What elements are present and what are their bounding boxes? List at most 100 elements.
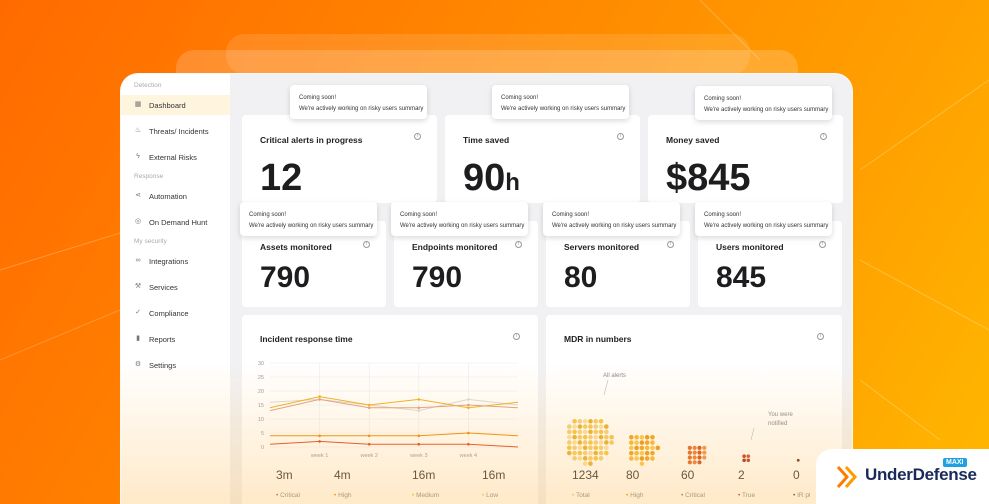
background-card-ghost (226, 34, 750, 74)
info-icon[interactable]: i (617, 133, 624, 140)
info-icon[interactable]: i (820, 133, 827, 140)
info-icon[interactable]: i (414, 133, 421, 140)
bubble-dot (593, 450, 599, 456)
tooltip-coming-soon: Coming soon! We're actively working on ri… (492, 85, 629, 119)
bubble-dot (644, 456, 650, 461)
bubble-dot (572, 429, 577, 435)
card-title: Endpoints monitored (412, 242, 498, 252)
data-point (367, 406, 371, 410)
sidebar-item-on-demand-hunt[interactable]: ◎ On Demand Hunt (121, 212, 230, 232)
bubble-dot (628, 450, 634, 456)
bubble-dot (588, 418, 593, 424)
data-point (318, 395, 321, 398)
bubble-dot (692, 460, 697, 465)
sidebar-section-response: Response (134, 173, 164, 180)
sidebar-item-integrations[interactable]: ∞ Integrations (121, 251, 230, 271)
info-icon[interactable]: i (667, 241, 674, 248)
legend-high: • High (626, 492, 644, 499)
sidebar: Detection ▦ Dashboard ♨ Threats/ Inciden… (121, 74, 230, 504)
link-icon: ∞ (135, 257, 141, 264)
tooltip-coming-soon: Coming soon! We're actively working on ri… (391, 202, 528, 236)
bubble-dot (687, 445, 692, 450)
bubble-dot (634, 450, 639, 456)
tooltip-coming-soon: Coming soon! We're actively working on ri… (290, 85, 427, 119)
bubble-dot (577, 440, 583, 445)
sidebar-item-automation[interactable]: ⋖ Automation (121, 186, 230, 206)
stat-value: 16m (412, 468, 436, 482)
info-icon[interactable]: i (819, 241, 826, 248)
legend-ir-plan: • IR pl (793, 492, 811, 499)
info-icon[interactable]: i (363, 241, 370, 248)
annotation-you-were-notified: You were notified (768, 412, 793, 427)
logo-badge: MAXI (943, 458, 967, 467)
stat-value: 3m (276, 468, 293, 482)
bubble-dot (604, 445, 609, 451)
tooltip-coming-soon: Coming soon! We're actively working on ri… (695, 202, 832, 236)
sidebar-item-label: Dashboard (149, 100, 186, 110)
legend-critical: • Critical (276, 492, 300, 499)
x-tick-label: week 2 (359, 453, 377, 459)
info-icon[interactable]: i (513, 333, 520, 340)
sidebar-item-settings[interactable]: ⚙ Settings (121, 355, 230, 375)
sidebar-item-dashboard[interactable]: ▦ Dashboard (121, 95, 230, 115)
bubble-dot (572, 424, 577, 429)
sidebar-item-threats[interactable]: ♨ Threats/ Incidents (121, 121, 230, 141)
bubble-dot (572, 434, 577, 440)
y-tick-label: 15 (258, 403, 264, 409)
bubble-dot (566, 450, 572, 456)
sidebar-item-reports[interactable]: ▮ Reports (121, 329, 230, 349)
bubble-dot (588, 429, 593, 435)
sidebar-section-detection: Detection (134, 82, 162, 89)
series-line (269, 398, 519, 412)
bubble-dot (609, 440, 614, 445)
bubble-dot (697, 460, 702, 465)
bubble-dot (593, 440, 599, 445)
check-circle-icon: ✓ (135, 309, 141, 316)
bubble-dot (593, 445, 599, 451)
bubble-dot (577, 424, 583, 429)
legend-total: • Total (572, 492, 590, 499)
bubble-dot (650, 456, 655, 461)
bubble-dot (650, 440, 655, 445)
bubble-dot (582, 429, 588, 435)
info-icon[interactable]: i (817, 333, 824, 340)
bubble-dot (572, 440, 577, 445)
bubble-dot (742, 458, 746, 463)
x-tick-label: week 4 (459, 453, 477, 459)
bubble-dot (628, 434, 634, 440)
main-content: Critical alerts in progress i 12 Time sa… (230, 74, 852, 504)
info-icon[interactable]: i (515, 241, 522, 248)
card-value: 790 (412, 261, 463, 294)
sidebar-item-label: Threats/ Incidents (149, 126, 209, 136)
sidebar-item-label: External Risks (149, 152, 197, 162)
logo-text: UnderDefense (865, 465, 977, 484)
y-tick-label: 10 (258, 417, 264, 423)
bubble-dot (588, 461, 593, 466)
bubble-dot (639, 445, 645, 451)
bubble-dot (639, 456, 645, 461)
bubble-dot (655, 445, 661, 451)
bubble-dot (687, 450, 692, 455)
bubble-dot (593, 434, 599, 440)
bubble-dot (572, 418, 577, 424)
bubble-dot (566, 445, 572, 451)
bubble-dot (577, 456, 583, 461)
bubble-dot (796, 458, 800, 462)
bubble-dot (598, 424, 604, 429)
card-value: 12 (260, 157, 303, 199)
bubble-dot (588, 440, 593, 445)
sidebar-item-services[interactable]: ⚒ Services (121, 277, 230, 297)
legend-low: • Low (482, 492, 499, 499)
sidebar-item-external-risks[interactable]: ϟ External Risks (121, 147, 230, 167)
sidebar-item-compliance[interactable]: ✓ Compliance (121, 303, 230, 323)
bubble-dot (604, 450, 609, 456)
bubble-dot (577, 418, 583, 424)
bubble-dot (609, 434, 614, 440)
bubble-dot (702, 455, 707, 460)
incident-stats: 3m 4m 16m 16m • Critical • High • Medium… (242, 468, 538, 504)
bubble-dot (577, 445, 583, 451)
data-point (467, 406, 470, 410)
stat-value: 4m (334, 468, 351, 482)
stat-card-time-saved: Time saved i 90h (445, 115, 640, 203)
bubble-dot (566, 424, 572, 429)
